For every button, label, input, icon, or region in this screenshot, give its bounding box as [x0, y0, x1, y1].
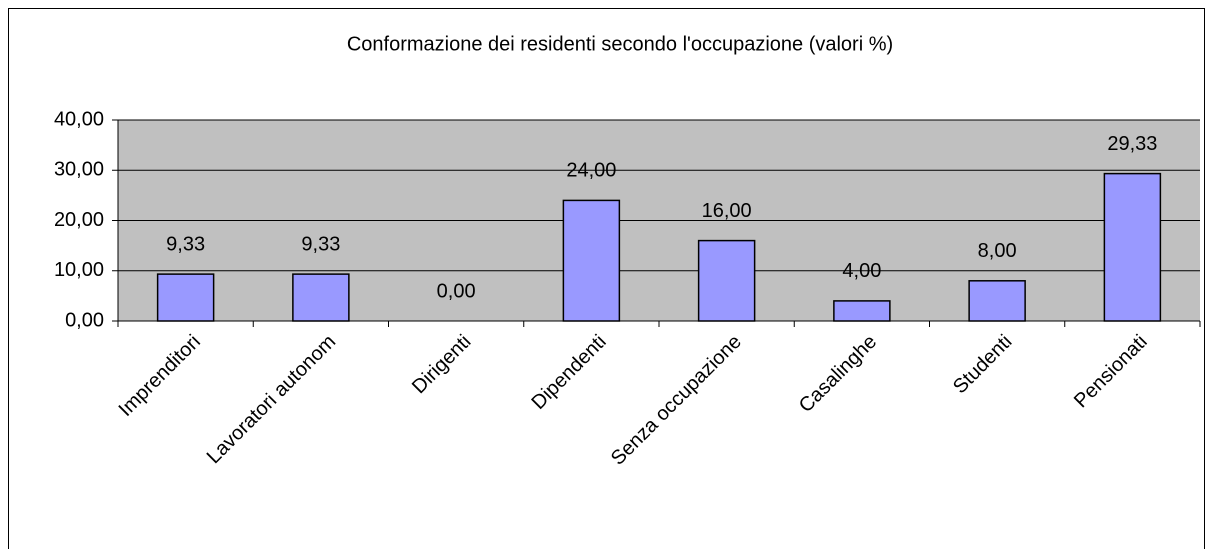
bar — [562, 199, 621, 322]
value-label: 16,00 — [702, 200, 752, 222]
bar — [1103, 172, 1162, 322]
bar — [292, 273, 350, 322]
value-label: 0,00 — [437, 280, 476, 302]
value-label: 8,00 — [978, 240, 1017, 262]
value-label: 29,33 — [1107, 133, 1157, 155]
y-tick-label: 20,00 — [54, 209, 104, 231]
bar — [968, 280, 1026, 322]
value-label: 4,00 — [842, 260, 881, 282]
value-label: 9,33 — [301, 233, 340, 255]
y-tick-label: 10,00 — [54, 259, 104, 281]
y-tick-label: 0,00 — [65, 309, 104, 331]
bar — [697, 239, 756, 322]
y-tick-label: 40,00 — [54, 108, 104, 130]
bar — [833, 300, 891, 322]
value-label: 24,00 — [566, 160, 616, 182]
y-tick-label: 30,00 — [54, 159, 104, 181]
value-label: 9,33 — [166, 233, 205, 255]
bar — [156, 273, 215, 322]
chart-title: Conformazione dei residenti secondo l'oc… — [347, 33, 893, 55]
